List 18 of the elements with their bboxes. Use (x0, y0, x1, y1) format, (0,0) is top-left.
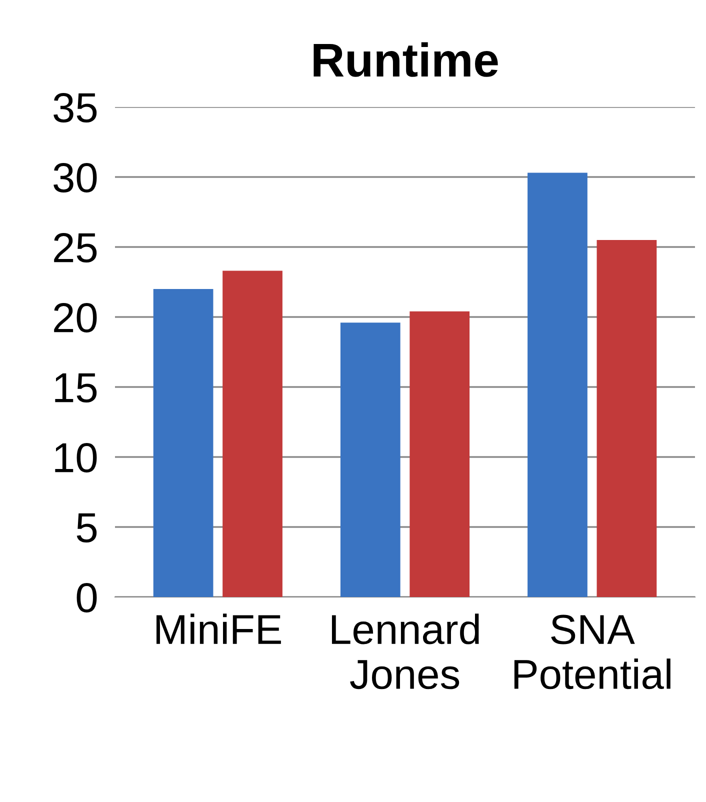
y-tick-label: 5 (76, 513, 97, 543)
y-tick-label: 35 (54, 93, 97, 123)
chart-title: Runtime (314, 42, 498, 77)
y-tick-label: 15 (55, 373, 97, 403)
x-tick-label: MiniFE (156, 614, 281, 644)
x-tick-label: Lennard Jones (332, 614, 479, 690)
y-tick-label: 0 (76, 583, 97, 613)
bar (596, 240, 657, 597)
y-tick-label: 20 (54, 303, 97, 333)
y-tick-label: 30 (54, 163, 97, 193)
bar (340, 322, 400, 597)
bar (153, 289, 214, 597)
bar (222, 270, 282, 597)
bar (528, 172, 588, 597)
y-tick-label: 25 (54, 233, 97, 263)
x-tick-label: SNA Potential (514, 614, 670, 690)
y-tick-label: 10 (55, 443, 97, 473)
bar (410, 311, 470, 597)
